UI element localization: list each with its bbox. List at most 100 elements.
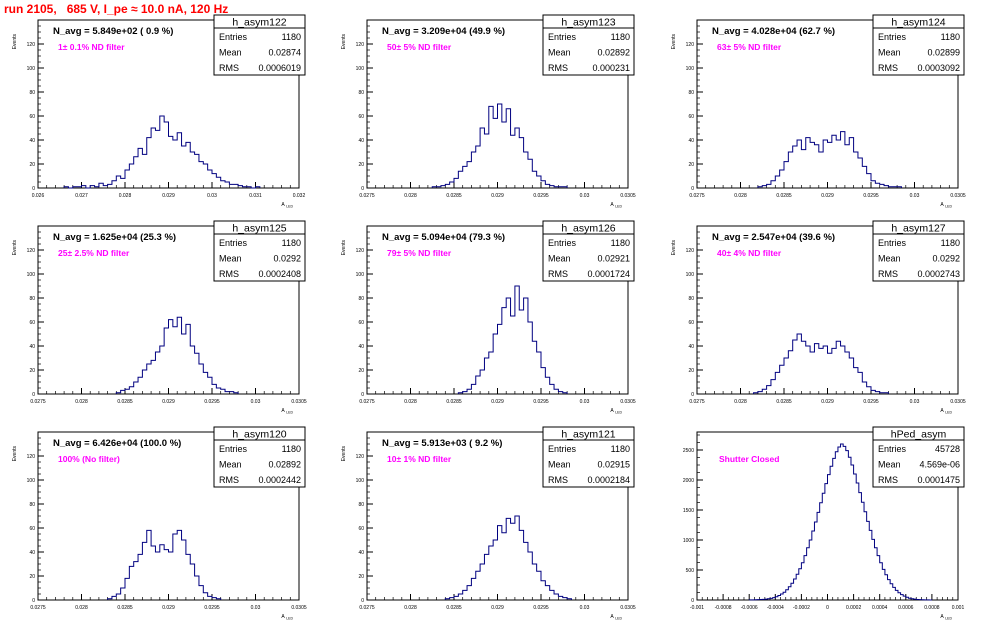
x-tick-label: 0.0295: [863, 193, 879, 199]
y-tick-label: 80: [358, 502, 364, 508]
y-axis-label: Events: [341, 240, 347, 256]
y-tick-label: 60: [29, 320, 35, 326]
stats-value: 0.0002184: [587, 475, 630, 485]
y-axis-label: Events: [12, 240, 18, 256]
x-tick-label: 0.029: [162, 193, 175, 199]
x-axis-label: A LED: [281, 614, 293, 621]
y-tick-label: 100: [27, 478, 36, 484]
filter-annotation: Shutter Closed: [719, 454, 779, 464]
x-tick-label: 0.029: [821, 193, 834, 199]
x-tick-label: 0.028: [75, 605, 88, 611]
y-tick-label: 40: [688, 344, 694, 350]
x-tick-label: 0.029: [162, 399, 175, 405]
x-tick-label: 0.0275: [359, 399, 375, 405]
stats-box: [213, 439, 306, 488]
y-axis-label: Events: [341, 34, 347, 50]
x-axis-label: A LED: [610, 614, 622, 621]
stats-label: RMS: [219, 475, 239, 485]
x-axis-label: A LED: [940, 408, 952, 415]
stats-box-title: h_asym125: [232, 223, 286, 235]
stats-label: Entries: [548, 238, 577, 248]
histogram-panel-hPed_asym: 0 500 1000 1500 2000 2500 -0.001 -0.0008 -0.0006…: [683, 426, 965, 621]
n-avg-label: N_avg = 2.547e+04 (39.6 %): [712, 232, 835, 243]
stats-value: 0.000231: [592, 63, 630, 73]
y-tick-label: 1000: [683, 538, 694, 544]
x-tick-label: -0.0004: [767, 605, 784, 611]
x-tick-label: 0.026: [32, 193, 45, 199]
y-tick-label: 60: [358, 320, 364, 326]
y-tick-label: 20: [358, 162, 364, 168]
stats-value: 1180: [282, 32, 301, 42]
x-tick-label: 0.0295: [863, 399, 879, 405]
stats-box-title: hPed_asym: [891, 429, 947, 441]
x-tick-label: 0.0305: [950, 399, 966, 405]
n-avg-label: N_avg = 1.625e+04 (25.3 %): [53, 232, 176, 243]
stats-value: 0.0002408: [258, 269, 301, 279]
y-axis-label: Events: [341, 446, 347, 462]
x-tick-label: 0.0305: [950, 193, 966, 199]
x-tick-label: 0.0295: [204, 605, 220, 611]
stats-value: 1180: [282, 238, 301, 248]
x-tick-label: 0.0295: [533, 605, 549, 611]
y-tick-label: 40: [358, 550, 364, 556]
stats-value: 4.569e-06: [919, 460, 960, 470]
x-tick-label: 0.03: [251, 605, 261, 611]
x-tick-label: 0.0305: [620, 605, 636, 611]
x-tick-label: -0.0008: [715, 605, 732, 611]
stats-box: [542, 439, 635, 488]
stats-box: [213, 27, 306, 76]
x-tick-label: 0.0285: [446, 605, 462, 611]
stats-box-title: h_asym126: [561, 223, 615, 235]
x-tick-label: 0.03: [580, 399, 590, 405]
x-tick-label: 0.028: [404, 605, 417, 611]
y-tick-label: 20: [29, 368, 35, 374]
stats-label: Mean: [219, 460, 242, 470]
x-tick-label: 0.028: [734, 193, 747, 199]
y-tick-label: 40: [29, 138, 35, 144]
y-tick-label: 60: [688, 320, 694, 326]
x-tick-label: 0.0285: [117, 605, 133, 611]
x-axis-label: A LED: [610, 408, 622, 415]
n-avg-label: N_avg = 5.849e+02 ( 0.9 %): [53, 26, 173, 37]
stats-label: Mean: [548, 48, 571, 58]
y-tick-label: 100: [356, 478, 365, 484]
histogram-panel-h_asym121: 0 20 40 60 80 100 120 0.0275 0.028 0.0285 0.029 0.0…: [341, 426, 636, 621]
x-tick-label: 0.0002: [846, 605, 862, 611]
y-tick-label: 20: [358, 368, 364, 374]
stats-label: Entries: [548, 32, 577, 42]
stats-value: 0.0003092: [917, 63, 960, 73]
x-tick-label: 0.03: [910, 399, 920, 405]
x-tick-label: 0.0006: [898, 605, 914, 611]
y-tick-label: 120: [27, 454, 36, 460]
histogram-panel-h_asym124: 0 20 40 60 80 100 120 0.0275 0.028 0.0285 0.029 0.0…: [671, 14, 966, 209]
x-tick-label: 0.0285: [446, 193, 462, 199]
y-tick-label: 100: [27, 272, 36, 278]
histogram-panel-h_asym123: 0 20 40 60 80 100 120 0.0275 0.028 0.0285 0.029 0.0…: [341, 14, 636, 209]
stats-value: 0.0001724: [587, 269, 630, 279]
stats-value: 1180: [611, 444, 630, 454]
x-tick-label: 0.0275: [689, 399, 705, 405]
stats-label: RMS: [548, 63, 568, 73]
stats-box: [872, 27, 965, 76]
y-tick-label: 20: [688, 162, 694, 168]
stats-box-title: h_asym122: [232, 17, 286, 29]
y-tick-label: 80: [29, 90, 35, 96]
x-tick-label: 0.029: [162, 605, 175, 611]
stats-value: 1180: [282, 444, 301, 454]
filter-annotation: 63± 5% ND filter: [717, 42, 782, 52]
y-tick-label: 120: [686, 42, 695, 48]
x-tick-label: -0.0002: [793, 605, 810, 611]
stats-label: Entries: [878, 32, 907, 42]
x-tick-label: 0.0285: [776, 193, 792, 199]
stats-label: Mean: [219, 48, 242, 58]
stats-box-title: h_asym123: [561, 17, 615, 29]
y-tick-label: 0: [691, 392, 694, 398]
stats-label: Entries: [878, 444, 907, 454]
stats-label: RMS: [548, 475, 568, 485]
histogram-line: [107, 529, 222, 600]
y-tick-label: 40: [358, 344, 364, 350]
y-tick-label: 120: [686, 248, 695, 254]
x-tick-label: 0.028: [734, 399, 747, 405]
y-tick-label: 40: [29, 344, 35, 350]
stats-label: Entries: [219, 32, 248, 42]
